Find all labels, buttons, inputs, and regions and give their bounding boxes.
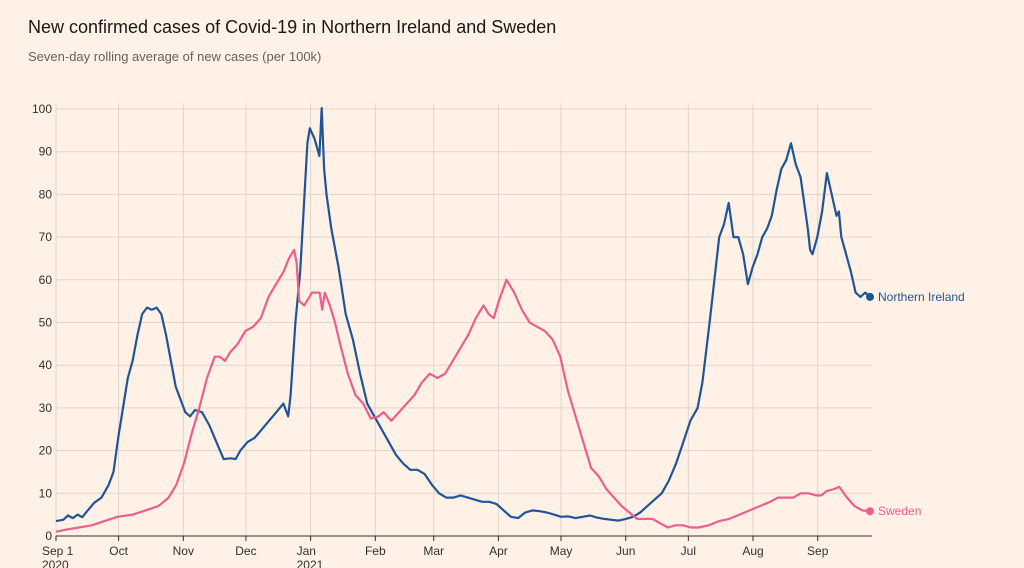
x-tick-label: Sep 1 xyxy=(42,544,74,558)
x-tick-label: Dec xyxy=(235,544,256,558)
x-tick-label: Mar xyxy=(423,544,444,558)
y-tick-label: 100 xyxy=(32,102,52,116)
chart-subtitle: Seven-day rolling average of new cases (… xyxy=(28,49,322,64)
x-tick-label: Apr xyxy=(489,544,508,558)
series-end-marker xyxy=(866,507,874,516)
x-tick-label: Jan xyxy=(297,544,316,558)
x-tick-label: Oct xyxy=(109,544,128,558)
series-label: Sweden xyxy=(878,504,921,518)
x-tick-label: May xyxy=(550,544,573,558)
x-tick-label: Nov xyxy=(173,544,194,558)
series-line-northern-ireland xyxy=(55,107,871,523)
series-line-sweden xyxy=(55,248,871,533)
x-tick-label: Jun xyxy=(616,544,635,558)
x-tick-year-label: 2020 xyxy=(42,558,69,568)
y-tick-label: 50 xyxy=(39,316,53,330)
y-tick-label: 40 xyxy=(39,358,53,372)
series-label: Northern Ireland xyxy=(878,290,965,304)
y-tick-label: 0 xyxy=(45,529,52,543)
x-tick-label: Jul xyxy=(681,544,696,558)
x-tick-label: Aug xyxy=(742,544,763,558)
chart-title: New confirmed cases of Covid-19 in North… xyxy=(28,17,557,37)
y-tick-label: 20 xyxy=(39,444,53,458)
y-tick-label: 90 xyxy=(39,145,53,159)
y-tick-label: 10 xyxy=(39,486,53,500)
y-tick-label: 80 xyxy=(39,187,53,201)
series-end-marker xyxy=(866,292,874,301)
y-tick-label: 30 xyxy=(39,401,53,415)
x-tick-label: Sep xyxy=(807,544,829,558)
x-tick-year-label: 2021 xyxy=(297,558,324,568)
x-tick-label: Feb xyxy=(365,544,386,558)
y-tick-label: 60 xyxy=(39,273,53,287)
y-tick-label: 70 xyxy=(39,230,53,244)
